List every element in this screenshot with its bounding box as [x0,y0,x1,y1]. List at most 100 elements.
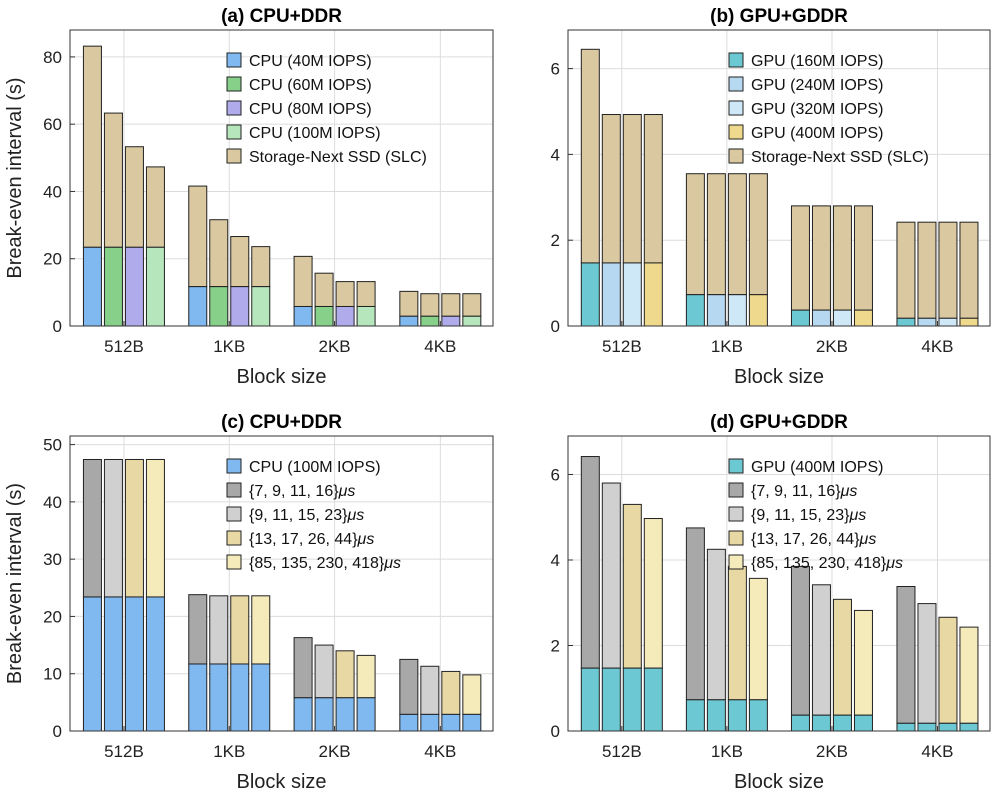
legend-swatch [728,124,744,140]
bar-top-segment [938,616,958,724]
x-tick-label: 1KB [711,337,743,356]
bar-top-segment [601,482,621,669]
legend: CPU (100M IOPS) {7, 9, 11, 16}μs {9, 11, 1… [226,458,401,572]
bar-top-segment [188,594,208,665]
bar-top-segment [230,595,250,665]
bar-top-segment [441,670,461,715]
x-tick-label: 1KB [213,337,245,356]
legend-swatch [226,52,242,68]
y-tick-label: 4 [551,551,560,570]
legend-label: CPU (60M IOPS) [249,77,372,94]
bar-top-segment [685,527,705,701]
bar-top-segment [727,565,747,701]
plot-frame [69,435,494,732]
legend-label: {85, 135, 230, 418}μs [751,555,903,572]
bar-top-segment [832,205,852,311]
bar-top-segment [748,173,768,296]
bar-base-segment [335,697,355,732]
legend-unit: μs [346,507,364,524]
bar-base-segment [314,697,334,732]
bar-base-segment [124,246,144,327]
bar-top-segment [580,456,600,669]
y-tick-label: 10 [43,665,62,684]
bar-base-segment [790,714,810,732]
y-tick-label: 2 [551,636,560,655]
bar-top-segment [209,595,229,665]
y-axis-label: Break-even interval (s) [4,77,26,278]
bar-top-segment [811,584,831,716]
y-tick-label: 6 [551,465,560,484]
bar-base-segment [356,305,376,327]
bar-base-segment [103,596,123,732]
bar-top-segment [462,293,482,317]
chart-title: (a) CPU+DDR [221,6,342,27]
bar-top-segment [251,246,271,288]
bar-base-segment [82,246,102,327]
legend-label: GPU (400M IOPS) [751,125,883,142]
y-tick-label: 80 [43,48,62,67]
bar-top-segment [959,221,979,319]
bar-top-segment [580,48,600,264]
bar-top-segment [622,503,642,669]
bar-top-segment [896,221,916,319]
x-axis-label: Block size [734,366,824,388]
bar-base-segment [188,286,208,327]
bar-base-segment [643,667,663,732]
legend-unit: μs [383,555,401,572]
bar-top-segment [103,112,123,248]
bar-base-segment [103,246,123,327]
bar-base-segment [727,294,747,327]
bar-top-segment [145,458,165,598]
y-axis-label: Break-even interval (s) [4,483,26,684]
chart-title: (d) GPU+GDDR [710,412,848,433]
bar-base-segment [811,714,831,732]
y-tick-label: 20 [43,607,62,626]
y-tick-label: 0 [53,722,62,741]
legend-label: GPU (160M IOPS) [751,53,883,70]
bar-base-segment [959,317,979,327]
bar-base-segment [601,667,621,732]
bar-base-segment [399,713,419,732]
bar-base-segment [706,294,726,327]
chart-title: (b) GPU+GDDR [710,6,848,27]
legend-swatch [226,506,242,522]
bar-base-segment [685,699,705,732]
bar-base-segment [790,309,810,327]
legend-swatch [226,124,242,140]
bar-base-segment [917,317,937,327]
legend-swatch [728,554,744,570]
bar-top-segment [399,658,419,715]
bar-top-segment [896,585,916,724]
bar-top-segment [643,518,663,669]
bar-top-segment [293,637,313,699]
bar-base-segment [959,722,979,732]
bar-base-segment [580,667,600,732]
legend-label: {7, 9, 11, 16}μs [249,483,355,500]
bar-base-segment [748,294,768,327]
bar-top-segment [335,281,355,307]
legend-swatch [728,458,744,474]
legend-unit: μs [848,507,866,524]
bar-base-segment [462,713,482,732]
bar-base-segment [356,697,376,732]
bar-base-segment [832,309,852,327]
bar-top-segment [643,114,663,264]
bar-top-segment [314,272,334,307]
legend-label: CPU (80M IOPS) [249,101,372,118]
x-tick-label: 4KB [921,337,953,356]
bar-top-segment [790,565,810,716]
legend-label: {13, 17, 26, 44}μs [249,531,374,548]
bar-top-segment [706,173,726,296]
bar-base-segment [462,315,482,327]
y-tick-label: 60 [43,115,62,134]
legend-label: GPU (240M IOPS) [751,77,883,94]
bar-top-segment [832,598,852,716]
x-tick-label: 512B [602,337,642,356]
bar-base-segment [896,722,916,732]
bar-base-segment [580,262,600,327]
legend-swatch [728,100,744,116]
legend-label: {9, 11, 15, 23}μs [249,507,364,524]
bar-top-segment [938,221,958,319]
x-axis-label: Block size [236,366,326,388]
bar-base-segment [441,315,461,327]
